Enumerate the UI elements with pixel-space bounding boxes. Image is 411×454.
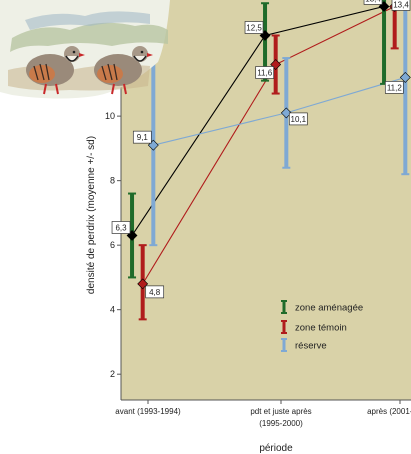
x-axis-title: période xyxy=(259,443,293,454)
legend-label: zone aménagée xyxy=(295,303,363,314)
y-tick-label: 4 xyxy=(110,305,115,315)
data-label: 13,4 xyxy=(393,0,409,9)
data-point xyxy=(399,71,411,83)
x-tick-label: pdt et juste après xyxy=(250,407,311,416)
data-label-box xyxy=(288,112,308,126)
y-tick-label: 8 xyxy=(110,176,115,186)
data-label: 9,1 xyxy=(137,133,149,142)
y-axis-title: densité de perdrix (moyenne +/- sd) xyxy=(86,136,97,294)
legend: zone aménagée zone témoin réserve xyxy=(281,300,363,352)
data-label-box xyxy=(111,221,131,234)
data-label: 11,6 xyxy=(257,69,273,78)
y-tick-label: 2 xyxy=(110,369,115,379)
data-label-box xyxy=(384,81,404,94)
data-point xyxy=(137,278,149,290)
y-tick-label: 10 xyxy=(105,111,115,121)
partridge-left xyxy=(26,46,85,95)
data-label-box xyxy=(255,66,275,79)
data-label-box xyxy=(391,0,411,11)
partridge-right xyxy=(94,46,153,95)
y-tick-label: 6 xyxy=(110,240,115,250)
partridge-illustration xyxy=(0,0,170,99)
data-label-box xyxy=(244,21,264,34)
data-label: 4,8 xyxy=(149,288,161,297)
data-label-box xyxy=(363,0,383,5)
data-label: 10,1 xyxy=(291,115,307,124)
x-axis: avant (1993-1994) pdt et juste après (1995… xyxy=(115,399,411,428)
data-point xyxy=(280,107,292,119)
x-tick-label: avant (1993-1994) xyxy=(115,407,181,416)
legend-label: réserve xyxy=(295,341,327,352)
data-label: 12,5 xyxy=(246,23,262,32)
data-label-box xyxy=(132,130,152,144)
x-tick-label: après (2001-2004) xyxy=(367,407,411,416)
legend-label: zone témoin xyxy=(295,323,347,334)
x-tick-label: (1995-2000) xyxy=(259,419,303,428)
data-label: 6,3 xyxy=(115,223,127,232)
data-label-box xyxy=(145,285,165,299)
data-label: 11,2 xyxy=(387,83,403,92)
data-label: 13,4 xyxy=(365,0,381,3)
